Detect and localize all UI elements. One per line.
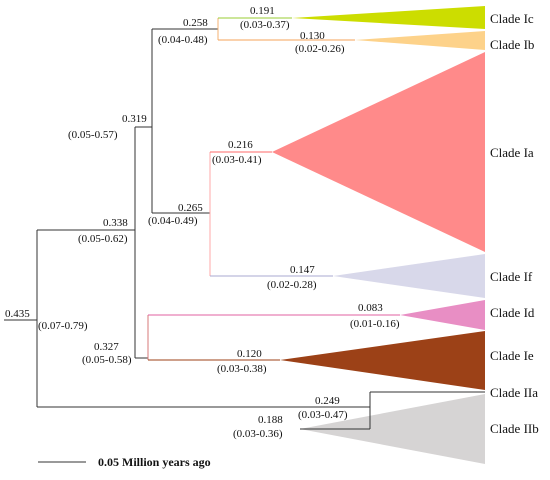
- node-age-0249: 0.249: [315, 395, 340, 407]
- node-ci-0130: (0.02-0.26): [295, 43, 345, 55]
- node-ci-0120: (0.03-0.38): [217, 363, 267, 375]
- node-age-0265: 0.265: [178, 202, 203, 214]
- node-age-0216: 0.216: [228, 139, 253, 151]
- root-ci-label: (0.07-0.79): [38, 320, 88, 332]
- node-age-0327: 0.327: [94, 341, 119, 353]
- node-age-0147: 0.147: [290, 264, 315, 276]
- triangle-clade-if: [333, 254, 485, 298]
- node-ci-0191: (0.03-0.37): [240, 19, 290, 31]
- clade-label-ib: Clade Ib: [490, 37, 534, 52]
- clade-label-id: Clade Id: [490, 305, 535, 320]
- clade-label-ia: Clade Ia: [490, 145, 534, 160]
- node-ci-0338: (0.05-0.62): [78, 233, 128, 245]
- node-age-0258: 0.258: [183, 17, 208, 29]
- node-age-0191: 0.191: [250, 5, 275, 17]
- triangle-clade-ia: [272, 52, 485, 252]
- triangle-clade-ic: [292, 6, 485, 29]
- node-ci-0327: (0.05-0.58): [82, 354, 132, 366]
- clade-label-ic: Clade Ic: [490, 11, 534, 26]
- clade-label-if: Clade If: [490, 269, 533, 284]
- node-age-0188: 0.188: [258, 414, 283, 426]
- node-ci-0319: (0.05-0.57): [68, 129, 118, 141]
- node-age-0338: 0.338: [103, 217, 128, 229]
- triangle-clade-ie: [280, 331, 485, 390]
- node-ci-0188: (0.03-0.36): [233, 428, 283, 440]
- clade-label-ie: Clade Ie: [490, 348, 534, 363]
- node-ci-0083: (0.01-0.16): [350, 318, 400, 330]
- node-age-0083: 0.083: [358, 302, 383, 314]
- node-age-0319: 0.319: [122, 113, 147, 125]
- node-ci-0147: (0.02-0.28): [267, 279, 317, 291]
- node-ci-0249: (0.03-0.47): [298, 409, 348, 421]
- clade-label-iia: Clade IIa: [490, 385, 538, 400]
- scale-bar-label: 0.05 Million years ago: [98, 455, 211, 469]
- triangle-clade-iib: [300, 394, 485, 464]
- node-age-0130: 0.130: [300, 30, 325, 42]
- node-ci-0216: (0.03-0.41): [212, 154, 262, 166]
- node-age-0120: 0.120: [237, 348, 262, 360]
- clade-label-iib: Clade IIb: [490, 421, 539, 436]
- root-age-label: 0.435: [5, 308, 30, 320]
- triangle-clade-ib: [355, 31, 485, 50]
- node-ci-0265: (0.04-0.49): [148, 215, 198, 227]
- triangle-clade-id: [400, 300, 485, 330]
- node-ci-0258: (0.04-0.48): [158, 34, 208, 46]
